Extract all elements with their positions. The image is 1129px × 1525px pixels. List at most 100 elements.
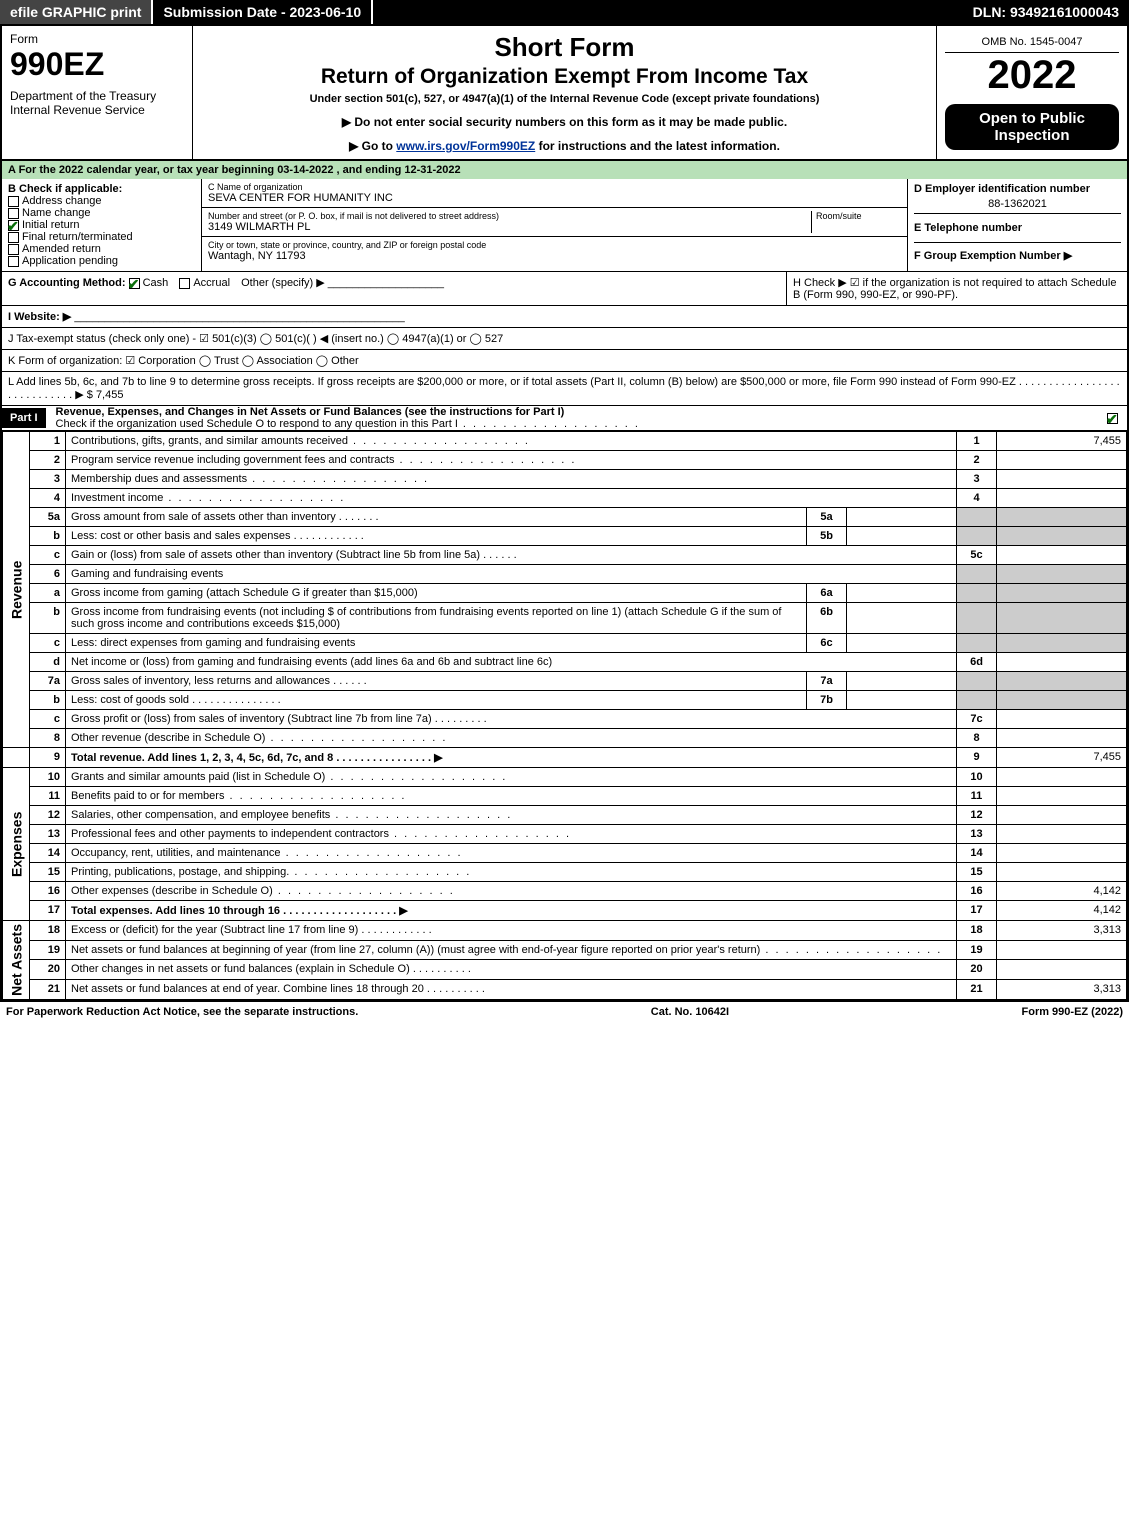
efile-label[interactable]: efile GRAPHIC print xyxy=(0,0,153,24)
lbl-final-return: Final return/terminated xyxy=(22,231,133,243)
rn-20: 20 xyxy=(957,960,997,980)
d-4: Investment income xyxy=(71,492,163,504)
omb-number: OMB No. 1545-0047 xyxy=(945,32,1119,53)
rn-7a-shade xyxy=(957,672,997,691)
n-12: 12 xyxy=(30,806,66,825)
c-street-label: Number and street (or P. O. box, if mail… xyxy=(208,211,811,221)
part1-title: Revenue, Expenses, and Changes in Net As… xyxy=(56,406,565,418)
d-17: Total expenses. Add lines 10 through 16 … xyxy=(71,905,408,917)
n-16: 16 xyxy=(30,882,66,901)
d-7b: Less: cost of goods sold xyxy=(71,694,189,706)
d-6c: Less: direct expenses from gaming and fu… xyxy=(66,634,807,653)
rn-11: 11 xyxy=(957,787,997,806)
rn-5a-shade xyxy=(957,508,997,527)
rn-19: 19 xyxy=(957,940,997,960)
lbl-initial-return: Initial return xyxy=(22,219,79,231)
n-5c: c xyxy=(30,546,66,565)
rv-14 xyxy=(997,844,1127,863)
org-name: SEVA CENTER FOR HUMANITY INC xyxy=(208,192,901,204)
i-label: I Website: ▶ xyxy=(8,311,71,323)
rv-7a-shade xyxy=(997,672,1127,691)
n-4: 4 xyxy=(30,489,66,508)
f-label: F Group Exemption Number ▶ xyxy=(914,243,1121,262)
cb-cash[interactable] xyxy=(129,278,140,289)
g-label: G Accounting Method: xyxy=(8,277,126,289)
d-2: Program service revenue including govern… xyxy=(71,454,394,466)
room-suite-label: Room/suite xyxy=(811,211,901,233)
d-15: Printing, publications, postage, and shi… xyxy=(71,866,289,878)
top-bar: efile GRAPHIC print Submission Date - 20… xyxy=(0,0,1129,24)
c-name-label: C Name of organization xyxy=(208,182,901,192)
n-1: 1 xyxy=(30,432,66,451)
irs-link[interactable]: www.irs.gov/Form990EZ xyxy=(396,139,535,153)
cb-address-change[interactable] xyxy=(8,196,19,207)
section-c: C Name of organization SEVA CENTER FOR H… xyxy=(202,179,907,271)
sl-6b: 6b xyxy=(807,603,847,634)
e-label: E Telephone number xyxy=(914,214,1121,243)
n-2: 2 xyxy=(30,451,66,470)
rn-14: 14 xyxy=(957,844,997,863)
section-i: I Website: ▶ ___________________________… xyxy=(2,306,1127,328)
rn-2: 2 xyxy=(957,451,997,470)
n-10: 10 xyxy=(30,768,66,787)
n-14: 14 xyxy=(30,844,66,863)
lines-table: Revenue 1 Contributions, gifts, grants, … xyxy=(2,431,1127,1000)
cb-initial-return[interactable] xyxy=(8,220,19,231)
rn-7c: 7c xyxy=(957,710,997,729)
n-6a: a xyxy=(30,584,66,603)
rn-1: 1 xyxy=(957,432,997,451)
n-20: 20 xyxy=(30,960,66,980)
lbl-name-change: Name change xyxy=(22,207,91,219)
short-form-title: Short Form xyxy=(201,32,928,63)
rn-12: 12 xyxy=(957,806,997,825)
d-5c: Gain or (loss) from sale of assets other… xyxy=(71,549,480,561)
sv-6c xyxy=(847,634,957,653)
sv-5a xyxy=(847,508,957,527)
cb-amended[interactable] xyxy=(8,244,19,255)
cb-application-pending[interactable] xyxy=(8,256,19,267)
d-1: Contributions, gifts, grants, and simila… xyxy=(71,435,348,447)
section-j: J Tax-exempt status (check only one) - ☑… xyxy=(2,328,1127,350)
rn-4: 4 xyxy=(957,489,997,508)
rv-7c xyxy=(997,710,1127,729)
d-20: Other changes in net assets or fund bala… xyxy=(71,963,410,975)
form-container: Form 990EZ Department of the Treasury In… xyxy=(0,24,1129,1002)
d-5a: Gross amount from sale of assets other t… xyxy=(71,511,336,523)
l-text: L Add lines 5b, 6c, and 7b to line 9 to … xyxy=(8,376,1120,401)
c-city-label: City or town, state or province, country… xyxy=(208,240,901,250)
d-7a: Gross sales of inventory, less returns a… xyxy=(71,675,330,687)
cb-part1-schedule-o[interactable] xyxy=(1107,413,1118,424)
d-9: Total revenue. Add lines 1, 2, 3, 4, 5c,… xyxy=(71,752,443,764)
n-13: 13 xyxy=(30,825,66,844)
footer-right: Form 990-EZ (2022) xyxy=(1022,1006,1123,1018)
n-7a: 7a xyxy=(30,672,66,691)
rn-6b-shade xyxy=(957,603,997,634)
section-def: D Employer identification number 88-1362… xyxy=(907,179,1127,271)
rv-5b-shade xyxy=(997,527,1127,546)
rv-5a-shade xyxy=(997,508,1127,527)
rv-6a-shade xyxy=(997,584,1127,603)
part1-check-text: Check if the organization used Schedule … xyxy=(56,418,458,430)
rn-13: 13 xyxy=(957,825,997,844)
page-footer: For Paperwork Reduction Act Notice, see … xyxy=(0,1002,1129,1022)
n-7c: c xyxy=(30,710,66,729)
rn-5b-shade xyxy=(957,527,997,546)
rn-3: 3 xyxy=(957,470,997,489)
rn-17: 17 xyxy=(957,901,997,921)
section-k: K Form of organization: ☑ Corporation ◯ … xyxy=(2,350,1127,372)
section-l: L Add lines 5b, 6c, and 7b to line 9 to … xyxy=(2,372,1127,406)
section-h: H Check ▶ ☑ if the organization is not r… xyxy=(787,272,1127,305)
form-header: Form 990EZ Department of the Treasury In… xyxy=(2,26,1127,161)
n-5b: b xyxy=(30,527,66,546)
d-21: Net assets or fund balances at end of ye… xyxy=(71,983,424,995)
cb-accrual[interactable] xyxy=(179,278,190,289)
part1-badge: Part I xyxy=(2,408,46,428)
b-label: B Check if applicable: xyxy=(8,183,195,195)
side-netassets: Net Assets xyxy=(3,921,30,1000)
rv-17: 4,142 xyxy=(997,901,1127,921)
lbl-application-pending: Application pending xyxy=(22,255,118,267)
sl-5a: 5a xyxy=(807,508,847,527)
part1-header: Part I Revenue, Expenses, and Changes in… xyxy=(2,406,1127,431)
cb-final-return[interactable] xyxy=(8,232,19,243)
n-3: 3 xyxy=(30,470,66,489)
